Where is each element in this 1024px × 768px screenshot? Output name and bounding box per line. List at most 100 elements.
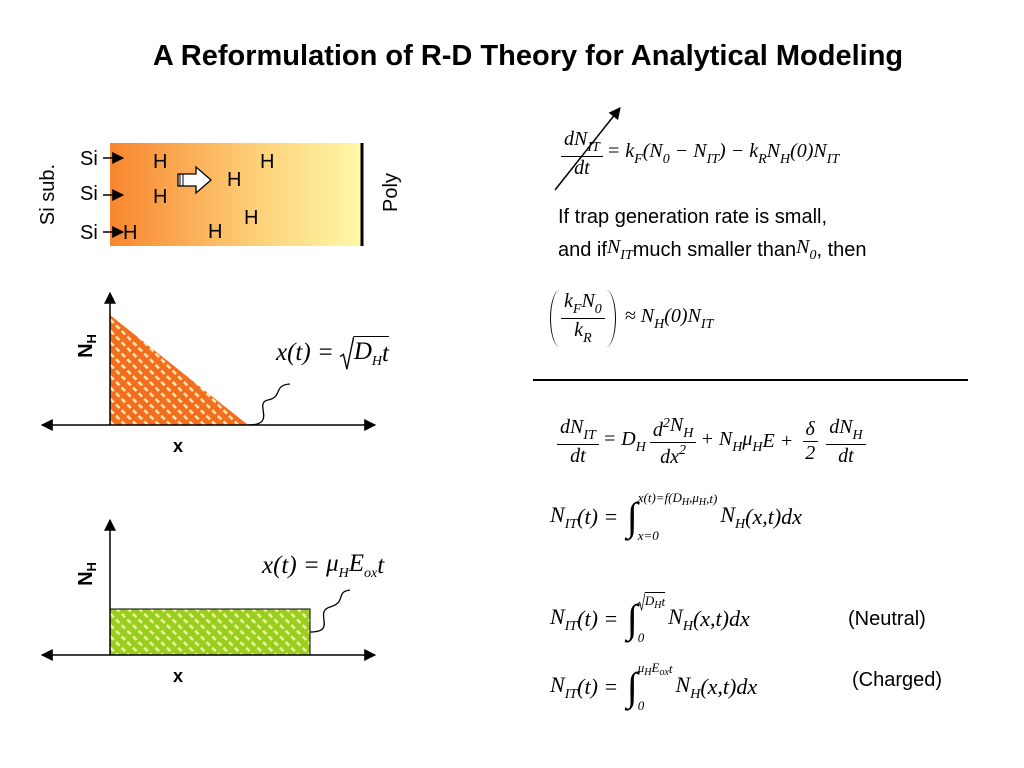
subscript: R (583, 331, 592, 346)
integral-sign: ∫ (626, 494, 638, 539)
equation: dNIT dt = kF (N0 − NIT) − kR NH (0)NIT (557, 128, 839, 180)
fraction: dNIT dt (557, 416, 599, 468)
equation: NIT (t) = ∫ x(t)=f(DH ,μH ,t) x=0 NH (x,t)dx (550, 490, 802, 544)
equation: NIT (t) = ∫ μH Eox t 0 NH (x,t)dx (550, 660, 757, 714)
lower-limit: x=0 (638, 528, 718, 544)
text: much smaller than (632, 238, 797, 261)
upper-limit: DH t (637, 592, 666, 611)
term: (0)NIT (790, 140, 839, 168)
y-label: NH (75, 562, 99, 586)
h-label: H (208, 221, 223, 243)
term-base: N (669, 414, 684, 436)
subscript: H (681, 497, 690, 508)
subscript: H (852, 427, 863, 443)
term: NH (720, 502, 745, 533)
term-base: D (353, 337, 372, 365)
term-base: μ (742, 427, 753, 450)
term: x(t)=f(DH (638, 490, 689, 508)
neutral-label: (Neutral) (848, 608, 926, 630)
subscript: H (682, 618, 693, 634)
term: dNIT (560, 416, 596, 444)
plot-1 (40, 291, 377, 431)
term: NIT (550, 502, 577, 533)
plot-2 (40, 518, 377, 661)
integral: ∫ μH Eox t 0 (627, 660, 673, 714)
text: (t) = (577, 606, 624, 631)
subscript: H (644, 667, 652, 678)
text: δ (805, 418, 815, 440)
upper-limit: μH Eox t (638, 660, 673, 678)
subscript: 0 (662, 152, 670, 167)
h-label: H (153, 151, 168, 173)
term-base: N (581, 290, 595, 312)
lower-limit: 0 (638, 698, 673, 714)
equation: kF N0 kR ≈ NH (0)NIT (550, 290, 713, 347)
text: dt (838, 444, 854, 467)
term-base: x(t)=f(D (637, 490, 682, 505)
term-base: N (675, 671, 691, 697)
term-base: N (550, 603, 565, 629)
subscript: H (732, 439, 743, 455)
superscript: 2 (679, 443, 687, 458)
term: + NH (700, 428, 742, 456)
term: NH (670, 414, 693, 442)
text: x=0 (637, 528, 659, 543)
term: N0 (796, 236, 816, 264)
term: NH (668, 604, 693, 635)
subscript: IT (564, 516, 578, 532)
formula: x(t) = DH t (276, 336, 389, 370)
text: t (377, 552, 385, 579)
h-label: H (227, 169, 242, 191)
term-base: N (720, 501, 736, 527)
title: A Reformulation of R-D Theory for Analyt… (152, 40, 904, 72)
formula: x(t) = μH Eox t (262, 550, 384, 582)
denominator: kR (571, 319, 594, 347)
denominator: dt (835, 445, 857, 468)
text: (t) = (577, 674, 624, 699)
term: ≈ NH (620, 305, 664, 333)
y-label-base: N (74, 571, 97, 586)
term: DH (645, 593, 662, 611)
term: kR (574, 319, 591, 347)
subscript: F (634, 152, 643, 167)
denominator: dt (567, 445, 589, 468)
term-base: ≈ N (619, 304, 655, 327)
subscript: IT (587, 140, 600, 155)
fraction: dNIT dt (561, 128, 603, 180)
term-base: μ (326, 550, 339, 577)
subscript: IT (583, 427, 596, 443)
integral: ∫ x(t)=f(DH ,μH ,t) x=0 (627, 490, 718, 544)
term-base: N (606, 236, 621, 258)
y-label-sub: H (83, 334, 99, 344)
text: t (668, 661, 673, 676)
si-label: Si (80, 148, 98, 170)
term: μH (742, 428, 762, 456)
radical: DH t (637, 592, 666, 611)
term-base: (N (642, 140, 663, 162)
parentheses: kF N0 kR (550, 290, 616, 347)
term: (0)NIT (664, 305, 713, 333)
upper-limit: x(t)=f(DH ,μH ,t) (638, 490, 718, 508)
text: (x,t)dx (692, 606, 750, 631)
term-base: D (644, 593, 655, 608)
term: kF (564, 290, 581, 318)
h-label: H (153, 186, 168, 208)
text: 0 (637, 698, 645, 713)
subscript: 0 (809, 248, 817, 263)
term-base: E (651, 660, 660, 675)
equation: dNIT dt = DH d2 NH dx2 + NH μH E + δ 2 dNH dt (553, 414, 870, 469)
h-label: H (244, 207, 259, 229)
text: (t) = (577, 504, 624, 529)
text: (x,t)dx (745, 504, 802, 529)
term: μH (638, 660, 652, 678)
denominator: dt (571, 157, 593, 180)
term: = kF (607, 140, 643, 168)
subscript: H (654, 316, 665, 332)
text: dt (574, 157, 590, 179)
limits: μH Eox t 0 (638, 660, 673, 714)
y-label-sub: H (83, 562, 99, 572)
term: NIT (550, 604, 577, 635)
term: ,μH (689, 490, 706, 508)
si-label: Si (80, 222, 98, 244)
